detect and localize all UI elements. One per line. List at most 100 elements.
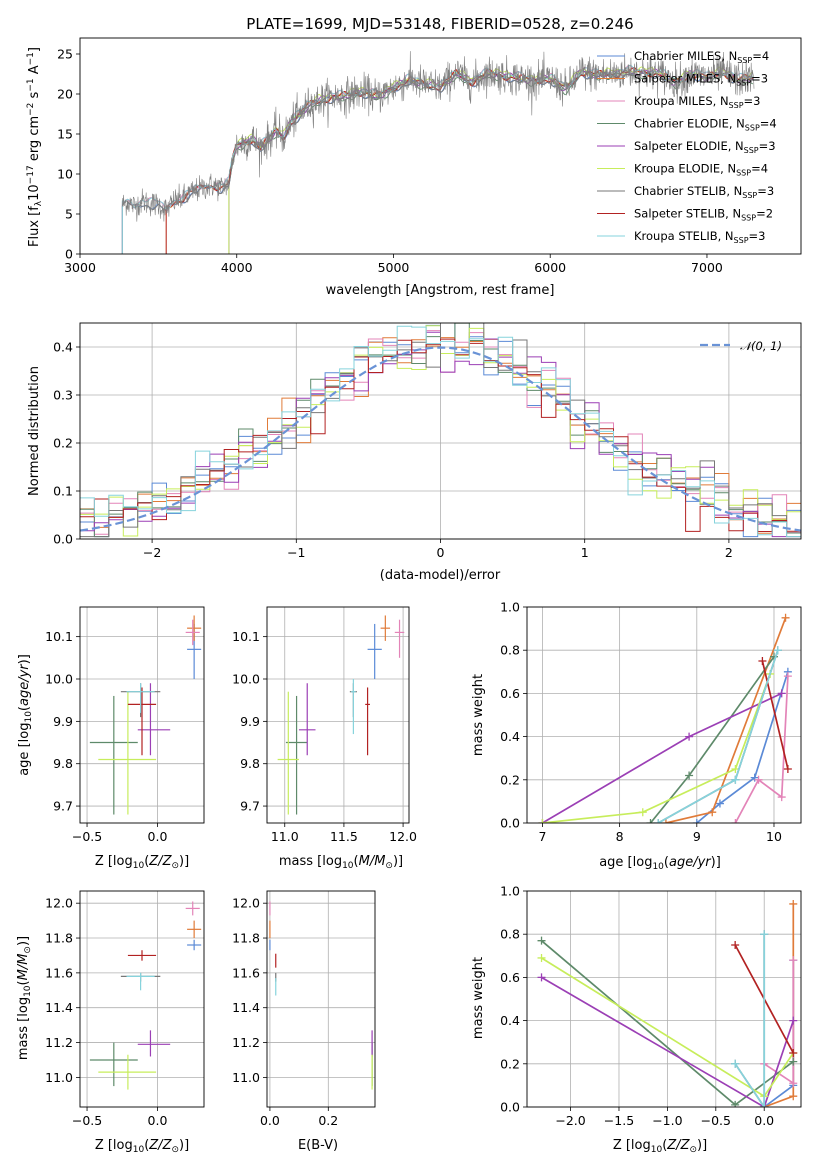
weight-line-kroupa-miles xyxy=(734,676,789,823)
age-Z-xlabel: Z [log10(Z/Z⊙)] xyxy=(95,854,189,871)
weight-marker xyxy=(789,1079,798,1088)
mass-vs-EBV-panel: 0.0 0.2 11.0 11.2 11.4 11.6 11.8 12.0 E(B-V) xyxy=(232,890,376,1153)
mass-EBV-xlabel: E(B-V) xyxy=(298,1138,338,1153)
errorbar-salpeter-elodie xyxy=(137,683,171,756)
y-tick-label: 0.0 xyxy=(500,816,520,831)
plot-area xyxy=(269,901,373,1090)
y-tick-label: 0.4 xyxy=(500,729,520,744)
weight-marker xyxy=(654,819,663,823)
y-tick-label: 0.8 xyxy=(500,643,520,658)
x-tick-label: −1 xyxy=(287,545,305,560)
x-tick-label: 12.0 xyxy=(389,829,417,844)
weight-Z-ylabel: mass weight xyxy=(471,957,486,1039)
weight-marker xyxy=(537,953,546,962)
histogram-chabrier-stelib xyxy=(80,323,801,538)
plot-area xyxy=(80,323,801,538)
y-tick-label: 0.4 xyxy=(53,340,73,355)
y-tick-label: 9.8 xyxy=(53,756,73,771)
histogram-chabrier-miles xyxy=(80,323,801,538)
legend-label: Salpeter STELIB, NSSP=2 xyxy=(634,207,773,223)
y-tick-label: 9.8 xyxy=(240,756,260,771)
x-tick-label: 0.0 xyxy=(260,1113,280,1128)
weight-marker xyxy=(777,689,786,698)
y-tick-label: 11.8 xyxy=(45,931,73,946)
histogram-kroupa-stelib xyxy=(80,325,801,538)
y-tick-label: 9.9 xyxy=(53,714,73,729)
y-tick-label: 11.0 xyxy=(45,1070,73,1085)
weight-marker xyxy=(731,1059,740,1068)
y-tick-label: 0.2 xyxy=(500,772,520,787)
weight-marker xyxy=(715,799,724,808)
x-tick-label: 9 xyxy=(693,829,701,844)
y-tick-label: 1.0 xyxy=(500,600,520,615)
errorbar-kroupa-miles xyxy=(185,901,200,916)
legend-label: Chabrier STELIB, NSSP=3 xyxy=(634,184,774,200)
errorbar-salpeter-miles xyxy=(187,920,202,939)
axes-frame xyxy=(266,890,376,1108)
errorbar-salpeter-miles xyxy=(380,615,391,641)
grid-lines xyxy=(267,891,375,1107)
weight-marker xyxy=(783,765,792,773)
x-tick-label: 4000 xyxy=(221,260,253,275)
x-tick-label: 5000 xyxy=(378,260,410,275)
legend-label: Chabrier MILES, NSSP=4 xyxy=(634,49,769,65)
legend-label: Chabrier ELODIE, NSSP=4 xyxy=(634,117,777,133)
y-tick-label: 0.2 xyxy=(500,1056,520,1071)
x-tick-label: 0.0 xyxy=(754,1113,774,1128)
errorbar-kroupa-elodie xyxy=(98,691,157,815)
spectrum-ylabel: Flux [fλ10−17 erg cm−2 s−1 A−1] xyxy=(26,47,44,247)
weight-marker xyxy=(789,899,798,908)
x-tick-label: −0.5 xyxy=(72,829,102,844)
y-tick-label: 5 xyxy=(65,207,73,222)
weight-marker xyxy=(685,732,694,741)
spectrum-xlabel: wavelength [Angstrom, rest frame] xyxy=(326,283,555,298)
weight-line-chabrier-elodie xyxy=(649,656,775,823)
legend-label: Salpeter ELODIE, NSSP=3 xyxy=(634,139,776,155)
x-tick-label: 6000 xyxy=(534,260,566,275)
x-tick-label: −0.5 xyxy=(72,1113,102,1128)
y-tick-label: 11.4 xyxy=(232,1000,260,1015)
x-tick-label: 11.0 xyxy=(271,829,299,844)
y-tick-label: 0.6 xyxy=(500,970,520,985)
y-tick-label: 10 xyxy=(57,167,73,182)
observed-spectrum xyxy=(122,51,755,222)
y-tick-label: 10.1 xyxy=(45,629,73,644)
errorbar-kroupa-miles xyxy=(394,619,405,658)
x-tick-label: −2 xyxy=(143,545,161,560)
legend: 𝒩(0, 1) xyxy=(700,339,782,353)
errorbar-chabrier-elodie xyxy=(89,695,138,815)
weight-marker xyxy=(731,941,740,949)
x-tick-label: 3000 xyxy=(64,260,96,275)
y-tick-label: 10.0 xyxy=(232,672,260,687)
y-tick-label: 11.6 xyxy=(45,965,73,980)
y-tick-label: 0 xyxy=(65,247,73,262)
figure-title: PLATE=1699, MJD=53148, FIBERID=0528, z=0… xyxy=(246,15,633,33)
errorbar-kroupa-elodie xyxy=(98,1054,157,1090)
y-tick-label: 1.0 xyxy=(500,884,520,899)
x-tick-label: 1 xyxy=(581,545,589,560)
weight-marker xyxy=(789,1049,798,1057)
weight-age-ylabel: mass weight xyxy=(471,674,486,756)
x-tick-label: 11.5 xyxy=(330,829,358,844)
y-tick-label: 0.3 xyxy=(53,388,73,403)
age-Z-ylabel: age [log10(age/yr)] xyxy=(17,654,34,776)
y-tick-label: 0.6 xyxy=(500,686,520,701)
weight-marker xyxy=(777,793,786,802)
axes-frame xyxy=(526,890,802,1108)
errorbar-chabrier-miles xyxy=(187,939,202,951)
x-tick-label: 0.2 xyxy=(318,1113,338,1128)
errorbar-kroupa-stelib xyxy=(126,972,155,991)
weight-marker xyxy=(685,771,694,780)
y-tick-label: 11.4 xyxy=(45,1000,73,1015)
weight-marker xyxy=(789,1016,798,1025)
y-tick-label: 10.0 xyxy=(45,672,73,687)
ticks: 3000 4000 5000 6000 7000 0 5 10 15 20 25 xyxy=(57,47,723,276)
plot-area xyxy=(121,51,755,254)
weight-marker xyxy=(638,808,647,817)
ticks: 11.0 11.5 12.0 9.7 9.8 9.9 10.0 10.1 xyxy=(232,629,417,844)
ticks: −2 −1 0 1 2 0.0 0.1 0.2 0.3 0.4 xyxy=(53,340,733,561)
x-tick-label: 10 xyxy=(766,829,782,844)
errorbar-kroupa-elodie xyxy=(277,691,299,815)
weight-age-xlabel: age [log10(age/yr)] xyxy=(599,855,721,872)
y-tick-label: 11.0 xyxy=(232,1070,260,1085)
